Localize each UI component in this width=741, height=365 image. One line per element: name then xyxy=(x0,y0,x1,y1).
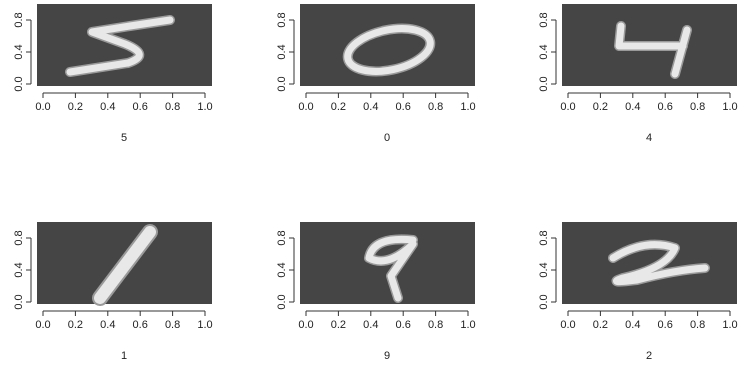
y-tick-label: 0.0 xyxy=(276,294,288,309)
x-tick-label: 0.2 xyxy=(593,101,608,113)
y-tick-label: 0.0 xyxy=(13,294,25,309)
x-axis-label: 1 xyxy=(121,350,127,362)
x-tick-label: 0.0 xyxy=(560,101,575,113)
panel: 0.0 0.2 0.4 0.6 0.8 1.0 0.0 0.4 0.8 4 xyxy=(538,4,738,144)
x-tick-label: 0.4 xyxy=(625,319,640,331)
x-axis-label: 9 xyxy=(384,350,390,362)
y-tick-label: 0.8 xyxy=(538,12,550,27)
panel: 0.0 0.2 0.4 0.6 0.8 1.0 0.0 0.4 0.8 5 xyxy=(13,4,213,144)
x-tick-label: 0.8 xyxy=(165,319,180,331)
x-tick-label: 0.2 xyxy=(331,319,346,331)
panel: 0.0 0.2 0.4 0.6 0.8 1.0 0.0 0.4 0.8 0 xyxy=(276,4,476,144)
x-tick-label: 0.4 xyxy=(625,101,640,113)
figure: 0.00.20.40.60.81.00.00.40.85 0.00.20.40.… xyxy=(0,0,741,365)
y-tick-label: 0.8 xyxy=(276,230,288,245)
x-tick-label: 0.8 xyxy=(690,101,705,113)
x-tick-label: 1.0 xyxy=(197,101,212,113)
x-tick-label: 1.0 xyxy=(722,101,737,113)
x-tick-label: 1.0 xyxy=(460,319,475,331)
x-tick-label: 0.4 xyxy=(100,101,115,113)
y-tick-label: 0.0 xyxy=(13,76,25,91)
x-tick-label: 0.8 xyxy=(428,101,443,113)
x-tick-label: 0.4 xyxy=(100,319,115,331)
x-tick-label: 0.2 xyxy=(593,319,608,331)
y-tick-label: 0.0 xyxy=(538,294,550,309)
x-tick-label: 0.4 xyxy=(363,101,378,113)
x-tick-label: 1.0 xyxy=(197,319,212,331)
x-tick-label: 0.0 xyxy=(298,319,313,331)
x-tick-label: 1.0 xyxy=(460,101,475,113)
digit-image xyxy=(562,222,737,304)
x-tick-label: 0.8 xyxy=(428,319,443,331)
x-tick-label: 0.2 xyxy=(331,101,346,113)
y-tick-label: 0.8 xyxy=(276,12,288,27)
y-tick-label: 0.4 xyxy=(276,44,288,59)
x-tick-label: 0.6 xyxy=(658,319,673,331)
panel: 0.0 0.2 0.4 0.6 0.8 1.0 0.0 0.4 0.8 2 xyxy=(538,222,738,362)
x-tick-label: 1.0 xyxy=(722,319,737,331)
x-tick-label: 0.4 xyxy=(363,319,378,331)
x-tick-label: 0.0 xyxy=(35,319,50,331)
x-tick-label: 0.6 xyxy=(396,319,411,331)
x-tick-label: 0.0 xyxy=(298,101,313,113)
x-tick-label: 0.6 xyxy=(396,101,411,113)
x-axis-label: 0 xyxy=(384,132,390,144)
x-tick-label: 0.8 xyxy=(165,101,180,113)
y-tick-label: 0.4 xyxy=(538,44,550,59)
x-axis-label: 5 xyxy=(121,132,127,144)
y-tick-label: 0.8 xyxy=(13,12,25,27)
y-tick-label: 0.4 xyxy=(13,262,25,277)
x-tick-label: 0.0 xyxy=(35,101,50,113)
x-tick-label: 0.2 xyxy=(68,319,83,331)
x-tick-label: 0.2 xyxy=(68,101,83,113)
x-axis-label: 2 xyxy=(646,350,652,362)
x-tick-label: 0.0 xyxy=(560,319,575,331)
y-tick-label: 0.0 xyxy=(538,76,550,91)
y-tick-label: 0.4 xyxy=(538,262,550,277)
y-tick-label: 0.0 xyxy=(276,76,288,91)
x-tick-label: 0.8 xyxy=(690,319,705,331)
x-tick-label: 0.6 xyxy=(133,319,148,331)
y-tick-label: 0.8 xyxy=(13,230,25,245)
x-axis-label: 4 xyxy=(646,132,652,144)
panel: 0.0 0.2 0.4 0.6 0.8 1.0 0.0 0.4 0.8 1 xyxy=(13,222,213,362)
y-tick-label: 0.4 xyxy=(13,44,25,59)
panel: 0.0 0.2 0.4 0.6 0.8 1.0 0.0 0.4 0.8 9 xyxy=(276,222,476,362)
y-tick-label: 0.4 xyxy=(276,262,288,277)
y-tick-label: 0.8 xyxy=(538,230,550,245)
x-tick-label: 0.6 xyxy=(133,101,148,113)
x-tick-label: 0.6 xyxy=(658,101,673,113)
